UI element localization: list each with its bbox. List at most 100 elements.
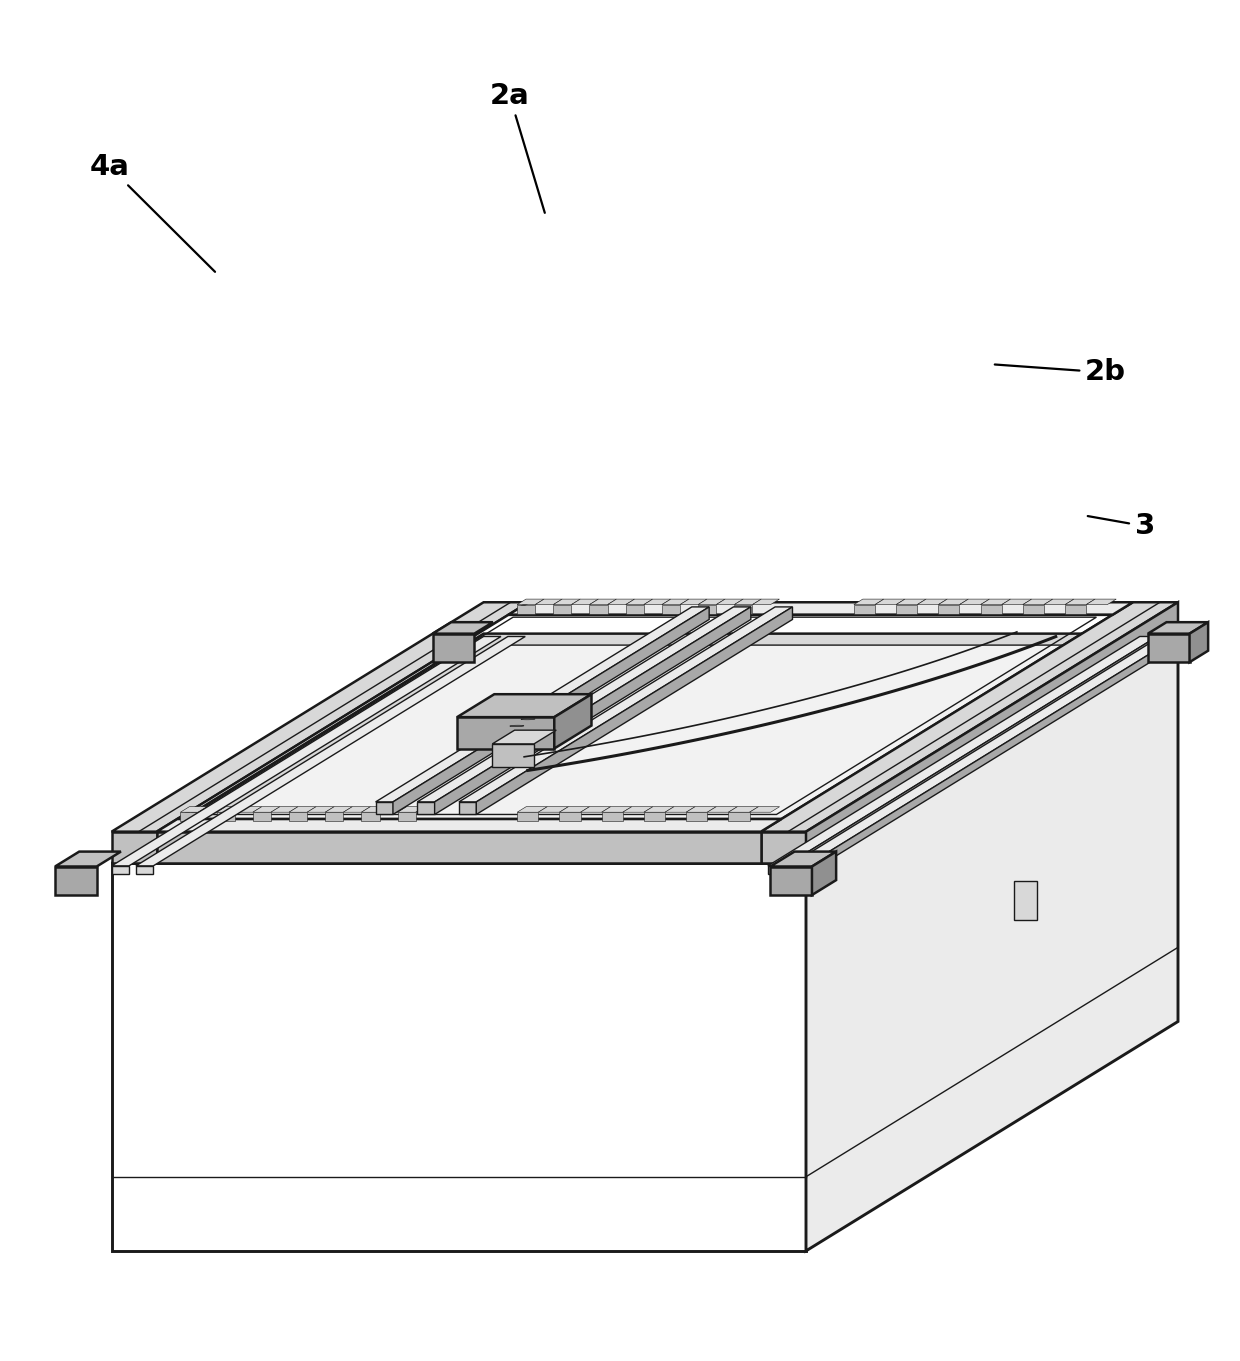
Polygon shape (362, 813, 379, 821)
Polygon shape (589, 599, 616, 604)
Polygon shape (608, 599, 635, 604)
Polygon shape (753, 599, 780, 604)
Polygon shape (806, 634, 1178, 1251)
Polygon shape (812, 852, 836, 896)
Polygon shape (768, 637, 1157, 866)
Polygon shape (253, 813, 272, 821)
Text: 4a: 4a (89, 152, 215, 272)
Polygon shape (580, 807, 610, 813)
Polygon shape (626, 604, 644, 614)
Polygon shape (343, 807, 371, 813)
Polygon shape (686, 807, 717, 813)
Polygon shape (55, 852, 122, 867)
Polygon shape (981, 604, 1002, 614)
Polygon shape (728, 807, 759, 813)
Polygon shape (789, 866, 806, 874)
Polygon shape (698, 599, 725, 604)
Polygon shape (308, 807, 335, 813)
Polygon shape (136, 637, 526, 866)
Polygon shape (435, 607, 751, 814)
Polygon shape (939, 604, 960, 614)
Bar (1014, 881, 1037, 920)
Polygon shape (198, 807, 226, 813)
Polygon shape (601, 807, 631, 813)
Polygon shape (1086, 599, 1116, 604)
Polygon shape (538, 807, 568, 813)
Polygon shape (559, 807, 589, 813)
Polygon shape (181, 813, 198, 821)
Polygon shape (665, 807, 696, 813)
Polygon shape (572, 599, 599, 604)
Polygon shape (601, 813, 622, 821)
Polygon shape (459, 607, 792, 802)
Polygon shape (981, 599, 1011, 604)
Polygon shape (325, 813, 343, 821)
Polygon shape (1023, 599, 1053, 604)
Polygon shape (376, 802, 393, 814)
Polygon shape (918, 599, 947, 604)
Polygon shape (458, 717, 554, 749)
Polygon shape (761, 603, 1178, 832)
Polygon shape (875, 599, 905, 604)
Polygon shape (553, 604, 572, 614)
Polygon shape (112, 603, 528, 832)
Polygon shape (1002, 599, 1032, 604)
Polygon shape (289, 807, 316, 813)
Polygon shape (770, 867, 812, 896)
Polygon shape (960, 599, 990, 604)
Polygon shape (112, 637, 501, 866)
Polygon shape (707, 807, 738, 813)
Polygon shape (517, 604, 536, 614)
Polygon shape (433, 622, 492, 634)
Polygon shape (554, 694, 591, 749)
Polygon shape (379, 807, 407, 813)
Polygon shape (136, 866, 154, 874)
Polygon shape (662, 604, 680, 614)
Polygon shape (768, 866, 785, 874)
Polygon shape (492, 729, 557, 744)
Polygon shape (393, 607, 709, 814)
Polygon shape (662, 599, 689, 604)
Polygon shape (785, 637, 1157, 874)
Polygon shape (854, 604, 875, 614)
Polygon shape (217, 807, 243, 813)
Polygon shape (1023, 604, 1044, 614)
Polygon shape (622, 807, 653, 813)
Polygon shape (680, 599, 707, 604)
Text: 2a: 2a (490, 82, 544, 212)
Polygon shape (1189, 622, 1208, 663)
Polygon shape (458, 694, 591, 717)
Polygon shape (644, 813, 665, 821)
Polygon shape (272, 807, 298, 813)
Polygon shape (112, 832, 156, 863)
Polygon shape (728, 813, 749, 821)
Polygon shape (761, 832, 806, 863)
Polygon shape (521, 719, 534, 720)
Polygon shape (734, 604, 753, 614)
Polygon shape (325, 807, 352, 813)
Polygon shape (156, 832, 761, 863)
Polygon shape (253, 807, 280, 813)
Polygon shape (508, 603, 1133, 615)
Polygon shape (459, 802, 476, 814)
Polygon shape (55, 867, 97, 896)
Polygon shape (234, 807, 262, 813)
Polygon shape (112, 634, 1178, 863)
Polygon shape (939, 599, 968, 604)
Polygon shape (589, 604, 608, 614)
Polygon shape (698, 604, 717, 614)
Polygon shape (806, 637, 1178, 874)
Polygon shape (112, 863, 806, 1251)
Polygon shape (644, 807, 675, 813)
Polygon shape (717, 599, 743, 604)
Polygon shape (854, 599, 884, 604)
Polygon shape (476, 607, 792, 814)
Polygon shape (559, 813, 580, 821)
Text: 2b: 2b (994, 358, 1126, 387)
Polygon shape (897, 599, 926, 604)
Polygon shape (806, 603, 1178, 863)
Polygon shape (418, 802, 435, 814)
Polygon shape (1065, 599, 1095, 604)
Polygon shape (553, 599, 580, 604)
Polygon shape (626, 599, 652, 604)
